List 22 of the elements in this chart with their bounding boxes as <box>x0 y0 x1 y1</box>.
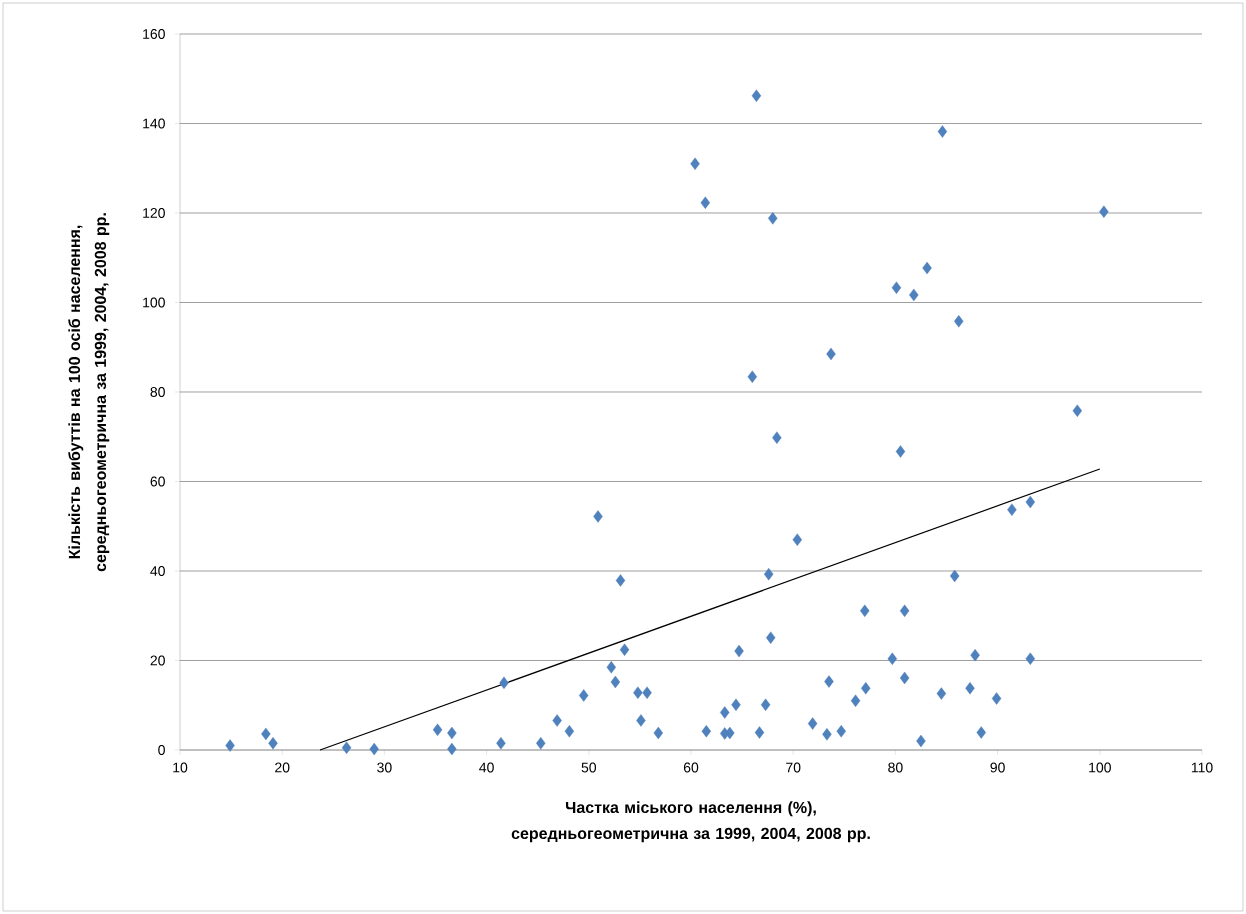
y-tick-label: 40 <box>150 566 165 576</box>
x-tick-label: 70 <box>786 762 801 773</box>
y-tick-label: 0 <box>158 745 165 755</box>
x-tick-label: 60 <box>683 762 699 773</box>
x-tick-label: 10 <box>173 762 188 773</box>
y-tick-label: 20 <box>150 655 165 666</box>
y-axis-title: Кількість вибуттів на 100 осіб населення, середньогеометрична за 1999, 2004, 2008 рр. <box>68 213 110 572</box>
y-tick-label: 140 <box>143 118 165 129</box>
x-tick-label: 40 <box>479 762 494 773</box>
y-tick-label: 120 <box>143 208 165 218</box>
y-tick-label: 100 <box>143 297 165 308</box>
y-tick-label: 80 <box>150 387 165 397</box>
x-tick-label: 20 <box>275 762 290 773</box>
x-tick-label: 100 <box>1089 762 1111 773</box>
x-tick-label: 50 <box>581 762 597 773</box>
x-tick-label: 30 <box>377 762 392 773</box>
x-axis-title: Частка міського населення (%), середньогеометрична за 1999, 2004, 2008 рр. <box>511 801 870 843</box>
y-tick-label: 160 <box>143 29 165 39</box>
x-tick-label: 80 <box>888 762 903 773</box>
y-tick-label: 60 <box>150 476 165 487</box>
x-tick-label: 90 <box>990 762 1005 773</box>
x-tick-label: 110 <box>1191 762 1213 773</box>
